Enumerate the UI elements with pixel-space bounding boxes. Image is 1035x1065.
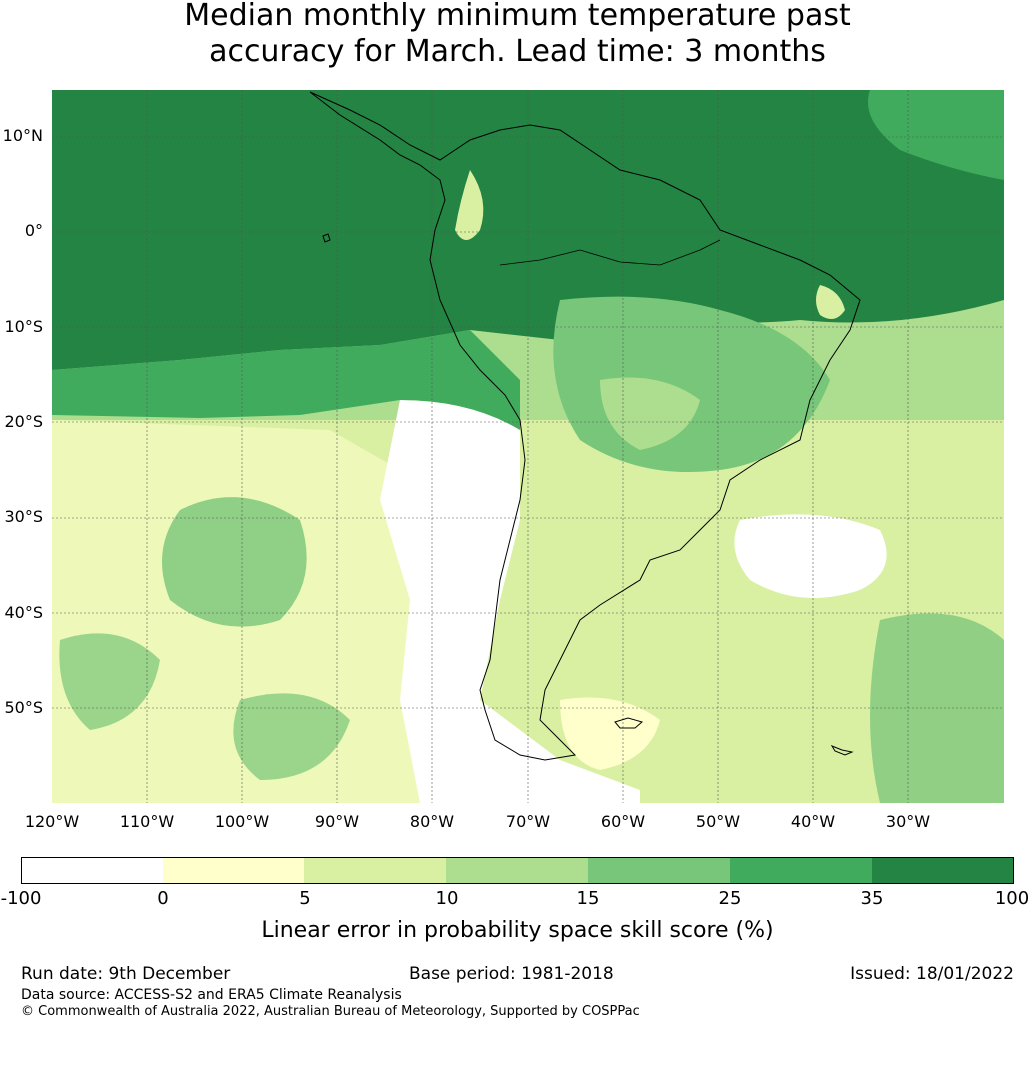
colorbar-swatch <box>21 857 163 884</box>
data-source: Data source: ACCESS-S2 and ERA5 Climate … <box>21 987 402 1003</box>
south-georgia <box>830 744 854 756</box>
region-ne-brazil-patch <box>816 285 845 319</box>
colorbar-swatch <box>730 857 872 884</box>
falkland-islands <box>614 717 644 729</box>
lon-label: 80°W <box>409 812 455 831</box>
colorbar-tick-label: 10 <box>435 888 459 909</box>
lon-label: 120°W <box>24 812 80 831</box>
lat-label: 10°S <box>4 317 43 336</box>
run-date: Run date: 9th December <box>21 964 231 984</box>
region-pacific-patch <box>59 633 160 730</box>
map-title-line-2: accuracy for March. Lead time: 3 months <box>209 34 826 69</box>
colorbar-swatch <box>446 857 588 884</box>
issued-date: Issued: 18/01/2022 <box>850 964 1014 984</box>
region-low-skill-atlantic <box>734 514 887 598</box>
colorbar-tick-label: 100 <box>994 888 1030 909</box>
region-pacific-patch <box>233 693 350 780</box>
colorbar <box>21 857 1014 884</box>
lon-label: 60°W <box>600 812 646 831</box>
lon-label: 100°W <box>214 812 270 831</box>
colorbar-label: Linear error in probability space skill … <box>261 918 774 943</box>
map-title-line-1: Median monthly minimum temperature past <box>184 0 851 33</box>
lat-label: 10°N <box>2 126 43 145</box>
colorbar-swatch <box>872 857 1014 884</box>
colorbar-tick-label: -100 <box>0 888 42 909</box>
lat-label: 50°S <box>4 698 43 717</box>
skill-score-map <box>52 90 1004 803</box>
colorbar-swatch <box>304 857 446 884</box>
region-andes-streak <box>455 170 484 240</box>
region-pacific-patch <box>162 497 307 627</box>
graticule <box>52 90 1004 803</box>
lat-label: 30°S <box>4 507 43 526</box>
galapagos-islands <box>322 233 331 243</box>
colorbar-swatch <box>163 857 304 884</box>
colorbar-tick-label: 0 <box>157 888 169 909</box>
region-transition <box>52 330 520 430</box>
base-period: Base period: 1981-2018 <box>409 964 614 984</box>
amazon-river <box>499 239 721 266</box>
colorbar-tick-label: 5 <box>299 888 311 909</box>
colorbar-tick-label: 35 <box>860 888 884 909</box>
colorbar-tick-label: 25 <box>718 888 742 909</box>
region-low-skill <box>380 400 640 803</box>
colorbar-border <box>21 857 1014 884</box>
lon-label: 70°W <box>505 812 551 831</box>
lat-label: 20°S <box>4 412 43 431</box>
lon-label: 40°W <box>790 812 836 831</box>
lon-label: 50°W <box>695 812 741 831</box>
lon-label: 90°W <box>314 812 360 831</box>
region-brazil-patch <box>600 377 700 450</box>
lon-label: 110°W <box>119 812 175 831</box>
colorbar-swatch <box>588 857 730 884</box>
colorbar-tick-label: 15 <box>576 888 600 909</box>
region-pale-patch <box>560 697 660 770</box>
lat-label: 0° <box>24 221 43 240</box>
south-america-coastline <box>309 91 861 761</box>
lat-label: 40°S <box>4 603 43 622</box>
region-north-atlantic <box>868 90 1004 180</box>
lon-label: 30°W <box>885 812 931 831</box>
copyright: © Commonwealth of Australia 2022, Austra… <box>21 1004 640 1019</box>
